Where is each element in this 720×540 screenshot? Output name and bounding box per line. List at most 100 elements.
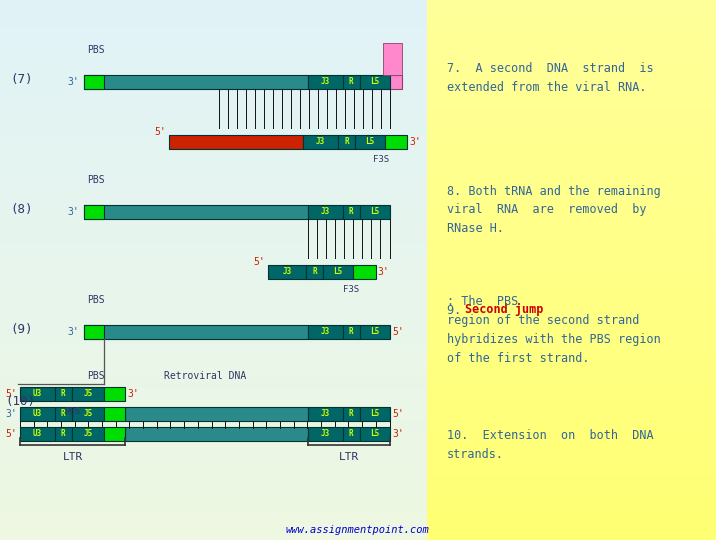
- Bar: [0, 335, 427, 340]
- Bar: [0, 54, 427, 59]
- Text: (10): (10): [5, 395, 35, 408]
- Bar: [84, 75, 104, 89]
- Bar: [84, 205, 104, 219]
- Bar: [0, 59, 427, 65]
- Bar: [427, 216, 716, 221]
- Bar: [0, 184, 427, 189]
- Bar: [360, 427, 390, 441]
- Bar: [355, 135, 384, 149]
- Bar: [382, 75, 402, 89]
- Text: 5': 5': [392, 327, 405, 337]
- Bar: [338, 135, 355, 149]
- Bar: [0, 410, 427, 416]
- Bar: [427, 405, 716, 410]
- Bar: [84, 325, 104, 339]
- Bar: [427, 491, 716, 497]
- Bar: [20, 387, 55, 401]
- Bar: [0, 351, 427, 356]
- Text: 10.  Extension  on  both  DNA
strands.: 10. Extension on both DNA strands.: [447, 429, 654, 461]
- Bar: [427, 270, 716, 275]
- Bar: [427, 427, 716, 432]
- Bar: [384, 135, 408, 149]
- Text: R: R: [349, 327, 354, 336]
- Bar: [427, 475, 716, 481]
- Bar: [0, 319, 427, 324]
- Bar: [427, 49, 716, 54]
- Text: 5': 5': [392, 409, 405, 419]
- Bar: [0, 383, 427, 389]
- Bar: [427, 281, 716, 286]
- Text: : The  PBS
region of the second strand
hybridizes with the PBS region
of the fir: : The PBS region of the second strand hy…: [447, 295, 661, 365]
- Text: J5: J5: [84, 429, 93, 438]
- Bar: [427, 194, 716, 200]
- Bar: [0, 529, 427, 535]
- Bar: [20, 407, 55, 421]
- Text: L5: L5: [370, 327, 379, 336]
- Text: 9.: 9.: [447, 303, 469, 316]
- Text: Second jump: Second jump: [465, 303, 544, 316]
- Bar: [427, 243, 716, 248]
- Bar: [125, 427, 308, 441]
- Bar: [0, 200, 427, 205]
- Text: J3: J3: [321, 207, 330, 217]
- Bar: [0, 124, 427, 130]
- Text: R: R: [60, 429, 66, 438]
- Bar: [0, 11, 427, 16]
- Bar: [308, 75, 343, 89]
- Bar: [0, 167, 427, 173]
- Bar: [0, 248, 427, 254]
- Bar: [0, 259, 427, 265]
- Text: (9): (9): [10, 323, 32, 336]
- Bar: [427, 275, 716, 281]
- Bar: [0, 448, 427, 454]
- Bar: [0, 86, 427, 92]
- Text: L5: L5: [370, 429, 379, 438]
- Bar: [427, 211, 716, 216]
- Bar: [427, 167, 716, 173]
- Bar: [0, 178, 427, 184]
- Bar: [427, 383, 716, 389]
- Text: 5': 5': [5, 389, 17, 399]
- Bar: [427, 308, 716, 313]
- Bar: [343, 427, 360, 441]
- Text: R: R: [60, 389, 66, 399]
- Bar: [427, 346, 716, 351]
- Text: Retroviral DNA: Retroviral DNA: [164, 371, 246, 381]
- Text: J3: J3: [316, 138, 325, 146]
- Text: U3: U3: [32, 409, 42, 418]
- Bar: [0, 405, 427, 410]
- Text: J3: J3: [321, 327, 330, 336]
- Bar: [427, 70, 716, 76]
- Bar: [323, 265, 353, 279]
- Bar: [0, 292, 427, 297]
- Bar: [343, 407, 360, 421]
- Bar: [427, 394, 716, 400]
- Bar: [0, 232, 427, 238]
- Bar: [71, 387, 104, 401]
- Text: 5': 5': [253, 257, 265, 267]
- Bar: [427, 32, 716, 38]
- Text: L5: L5: [365, 138, 374, 146]
- Text: J5: J5: [84, 409, 93, 418]
- Bar: [427, 535, 716, 540]
- Bar: [0, 518, 427, 524]
- Bar: [0, 157, 427, 162]
- Bar: [0, 0, 427, 5]
- Text: LTR: LTR: [63, 452, 83, 462]
- Bar: [427, 54, 716, 59]
- Text: PBS: PBS: [65, 408, 81, 416]
- Bar: [427, 157, 716, 162]
- Bar: [0, 346, 427, 351]
- Bar: [0, 459, 427, 464]
- Bar: [0, 22, 427, 27]
- Bar: [0, 340, 427, 346]
- Bar: [0, 162, 427, 167]
- Text: LTR: LTR: [338, 452, 359, 462]
- Bar: [0, 194, 427, 200]
- Bar: [427, 97, 716, 103]
- Bar: [427, 140, 716, 146]
- Bar: [427, 389, 716, 394]
- Bar: [0, 502, 427, 508]
- Bar: [343, 75, 360, 89]
- Bar: [0, 302, 427, 308]
